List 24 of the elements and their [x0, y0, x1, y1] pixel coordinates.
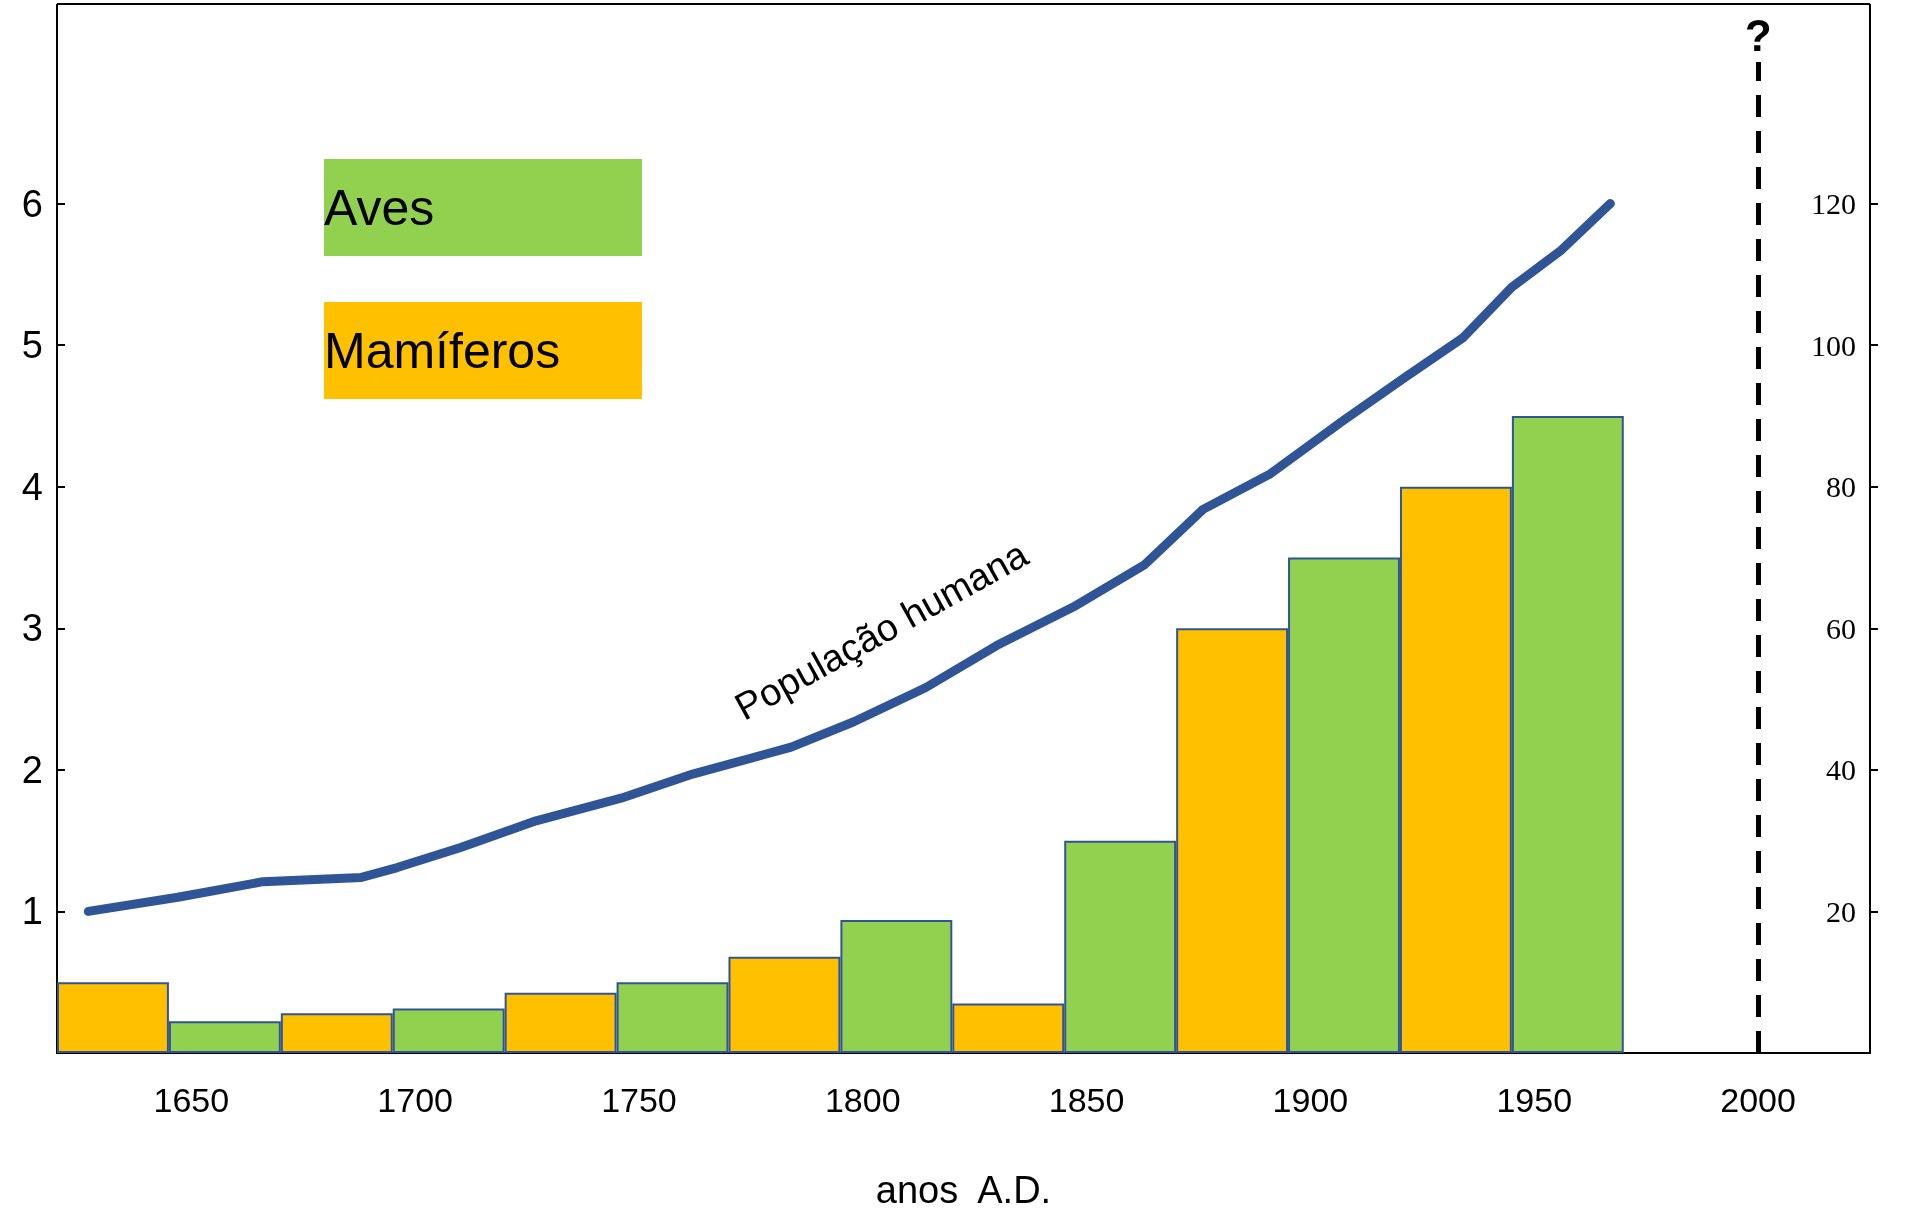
ref-line-label: ? — [1744, 10, 1772, 60]
x-tick-label: 1900 — [1272, 1081, 1349, 1119]
x-tick-label: 1650 — [153, 1081, 230, 1119]
x-tick-label: 1700 — [377, 1081, 453, 1119]
y-tick-label: 5 — [21, 324, 43, 367]
x-tick-label: 2000 — [1720, 1081, 1796, 1119]
x-tick-label: 1800 — [824, 1081, 901, 1119]
text: Aves — [324, 179, 435, 236]
y2-tick-label: 100 — [1811, 328, 1856, 362]
y-tick-label: 3 — [21, 607, 43, 650]
y-tick-label: 4 — [21, 465, 43, 508]
y-tick-label: 6 — [21, 182, 43, 225]
text: Mamíferos — [324, 322, 561, 379]
y2-tick-label: 60 — [1826, 611, 1856, 645]
y-tick-label: 2 — [21, 748, 43, 791]
y2-tick-label: 120 — [1811, 187, 1856, 221]
x-axis-title: anos A.D. — [875, 1169, 1052, 1211]
y2-tick-label: 80 — [1826, 470, 1856, 504]
x-tick-label: 1950 — [1496, 1081, 1573, 1119]
y2-tick-label: 20 — [1826, 894, 1856, 928]
x-tick-label: 1850 — [1048, 1081, 1125, 1119]
y-tick-label: 1 — [21, 890, 43, 933]
x-tick-label: 1750 — [601, 1081, 677, 1119]
y2-tick-label: 40 — [1826, 753, 1856, 787]
